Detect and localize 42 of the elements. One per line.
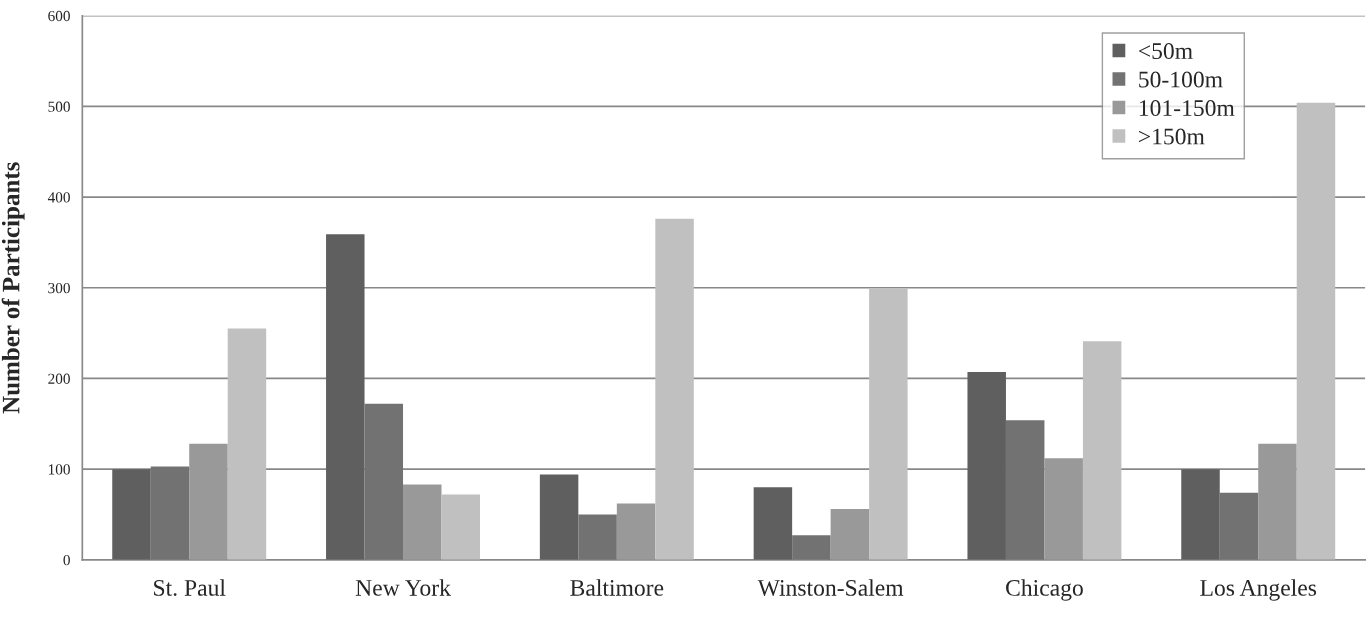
bar [539, 474, 579, 560]
bar [150, 466, 190, 560]
x-tick-label: New York [355, 579, 451, 596]
x-tick-label: St. Paul [154, 579, 226, 596]
y-tick-label: 400 [47, 192, 70, 203]
bar [578, 514, 617, 560]
bar [869, 288, 908, 560]
x-tick-label: Baltimore [570, 579, 664, 596]
x-tick-label: Winston-Salem [757, 579, 904, 596]
y-axis-title: Number of Participants [1, 162, 25, 414]
x-tick-label: Chicago [1006, 579, 1083, 601]
bar [655, 218, 694, 560]
bar [830, 509, 870, 560]
bar [967, 372, 1006, 560]
bar [326, 234, 365, 560]
bar [441, 494, 480, 560]
bar [364, 403, 404, 560]
bar [1296, 102, 1336, 560]
bar [753, 487, 793, 560]
bar [112, 469, 151, 560]
legend-label: 101-150m [1139, 100, 1235, 117]
bar [1258, 443, 1297, 560]
bar [1082, 341, 1122, 560]
bar [403, 484, 442, 560]
bar [792, 535, 831, 560]
legend-label: <50m [1138, 43, 1193, 60]
bar [1181, 469, 1220, 560]
x-tick-label: Los Angeles [1200, 579, 1317, 601]
bar [1005, 420, 1045, 560]
y-tick-label: 600 [48, 10, 70, 22]
bar [227, 328, 267, 560]
y-tick-label: 300 [48, 282, 70, 294]
legend-label: 50-100m [1139, 71, 1223, 88]
bar [189, 443, 228, 560]
y-tick-label: 200 [48, 373, 70, 384]
y-tick-label: 100 [48, 464, 70, 475]
y-tick-label: 500 [48, 101, 70, 112]
bar [1044, 458, 1083, 560]
y-tick-label: 0 [63, 554, 70, 566]
legend-label: >150m [1138, 128, 1205, 145]
bar [616, 503, 656, 560]
bar [1219, 492, 1259, 560]
